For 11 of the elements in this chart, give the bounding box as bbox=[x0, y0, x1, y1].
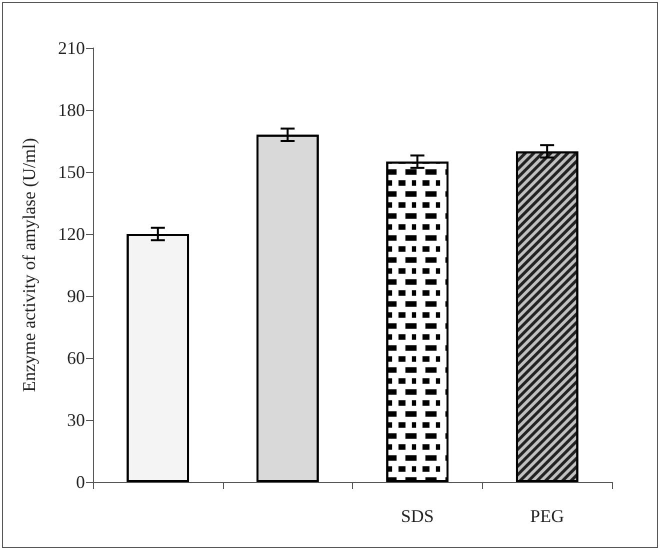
y-tick-label: 30 bbox=[67, 410, 85, 430]
y-axis-title: Enzyme activity of amylase (U/ml) bbox=[19, 138, 39, 392]
y-tick-label: 60 bbox=[67, 348, 85, 368]
x-tick-label: SDS bbox=[400, 506, 434, 526]
y-tick-label: 150 bbox=[58, 162, 85, 182]
y-tick-label: 90 bbox=[67, 286, 85, 306]
y-tick-label: 180 bbox=[58, 100, 85, 120]
y-tick-label: 210 bbox=[58, 38, 85, 58]
x-tick-label: PEG bbox=[530, 506, 564, 526]
y-tick-label: 120 bbox=[58, 224, 85, 244]
y-tick-label: 0 bbox=[76, 472, 85, 492]
